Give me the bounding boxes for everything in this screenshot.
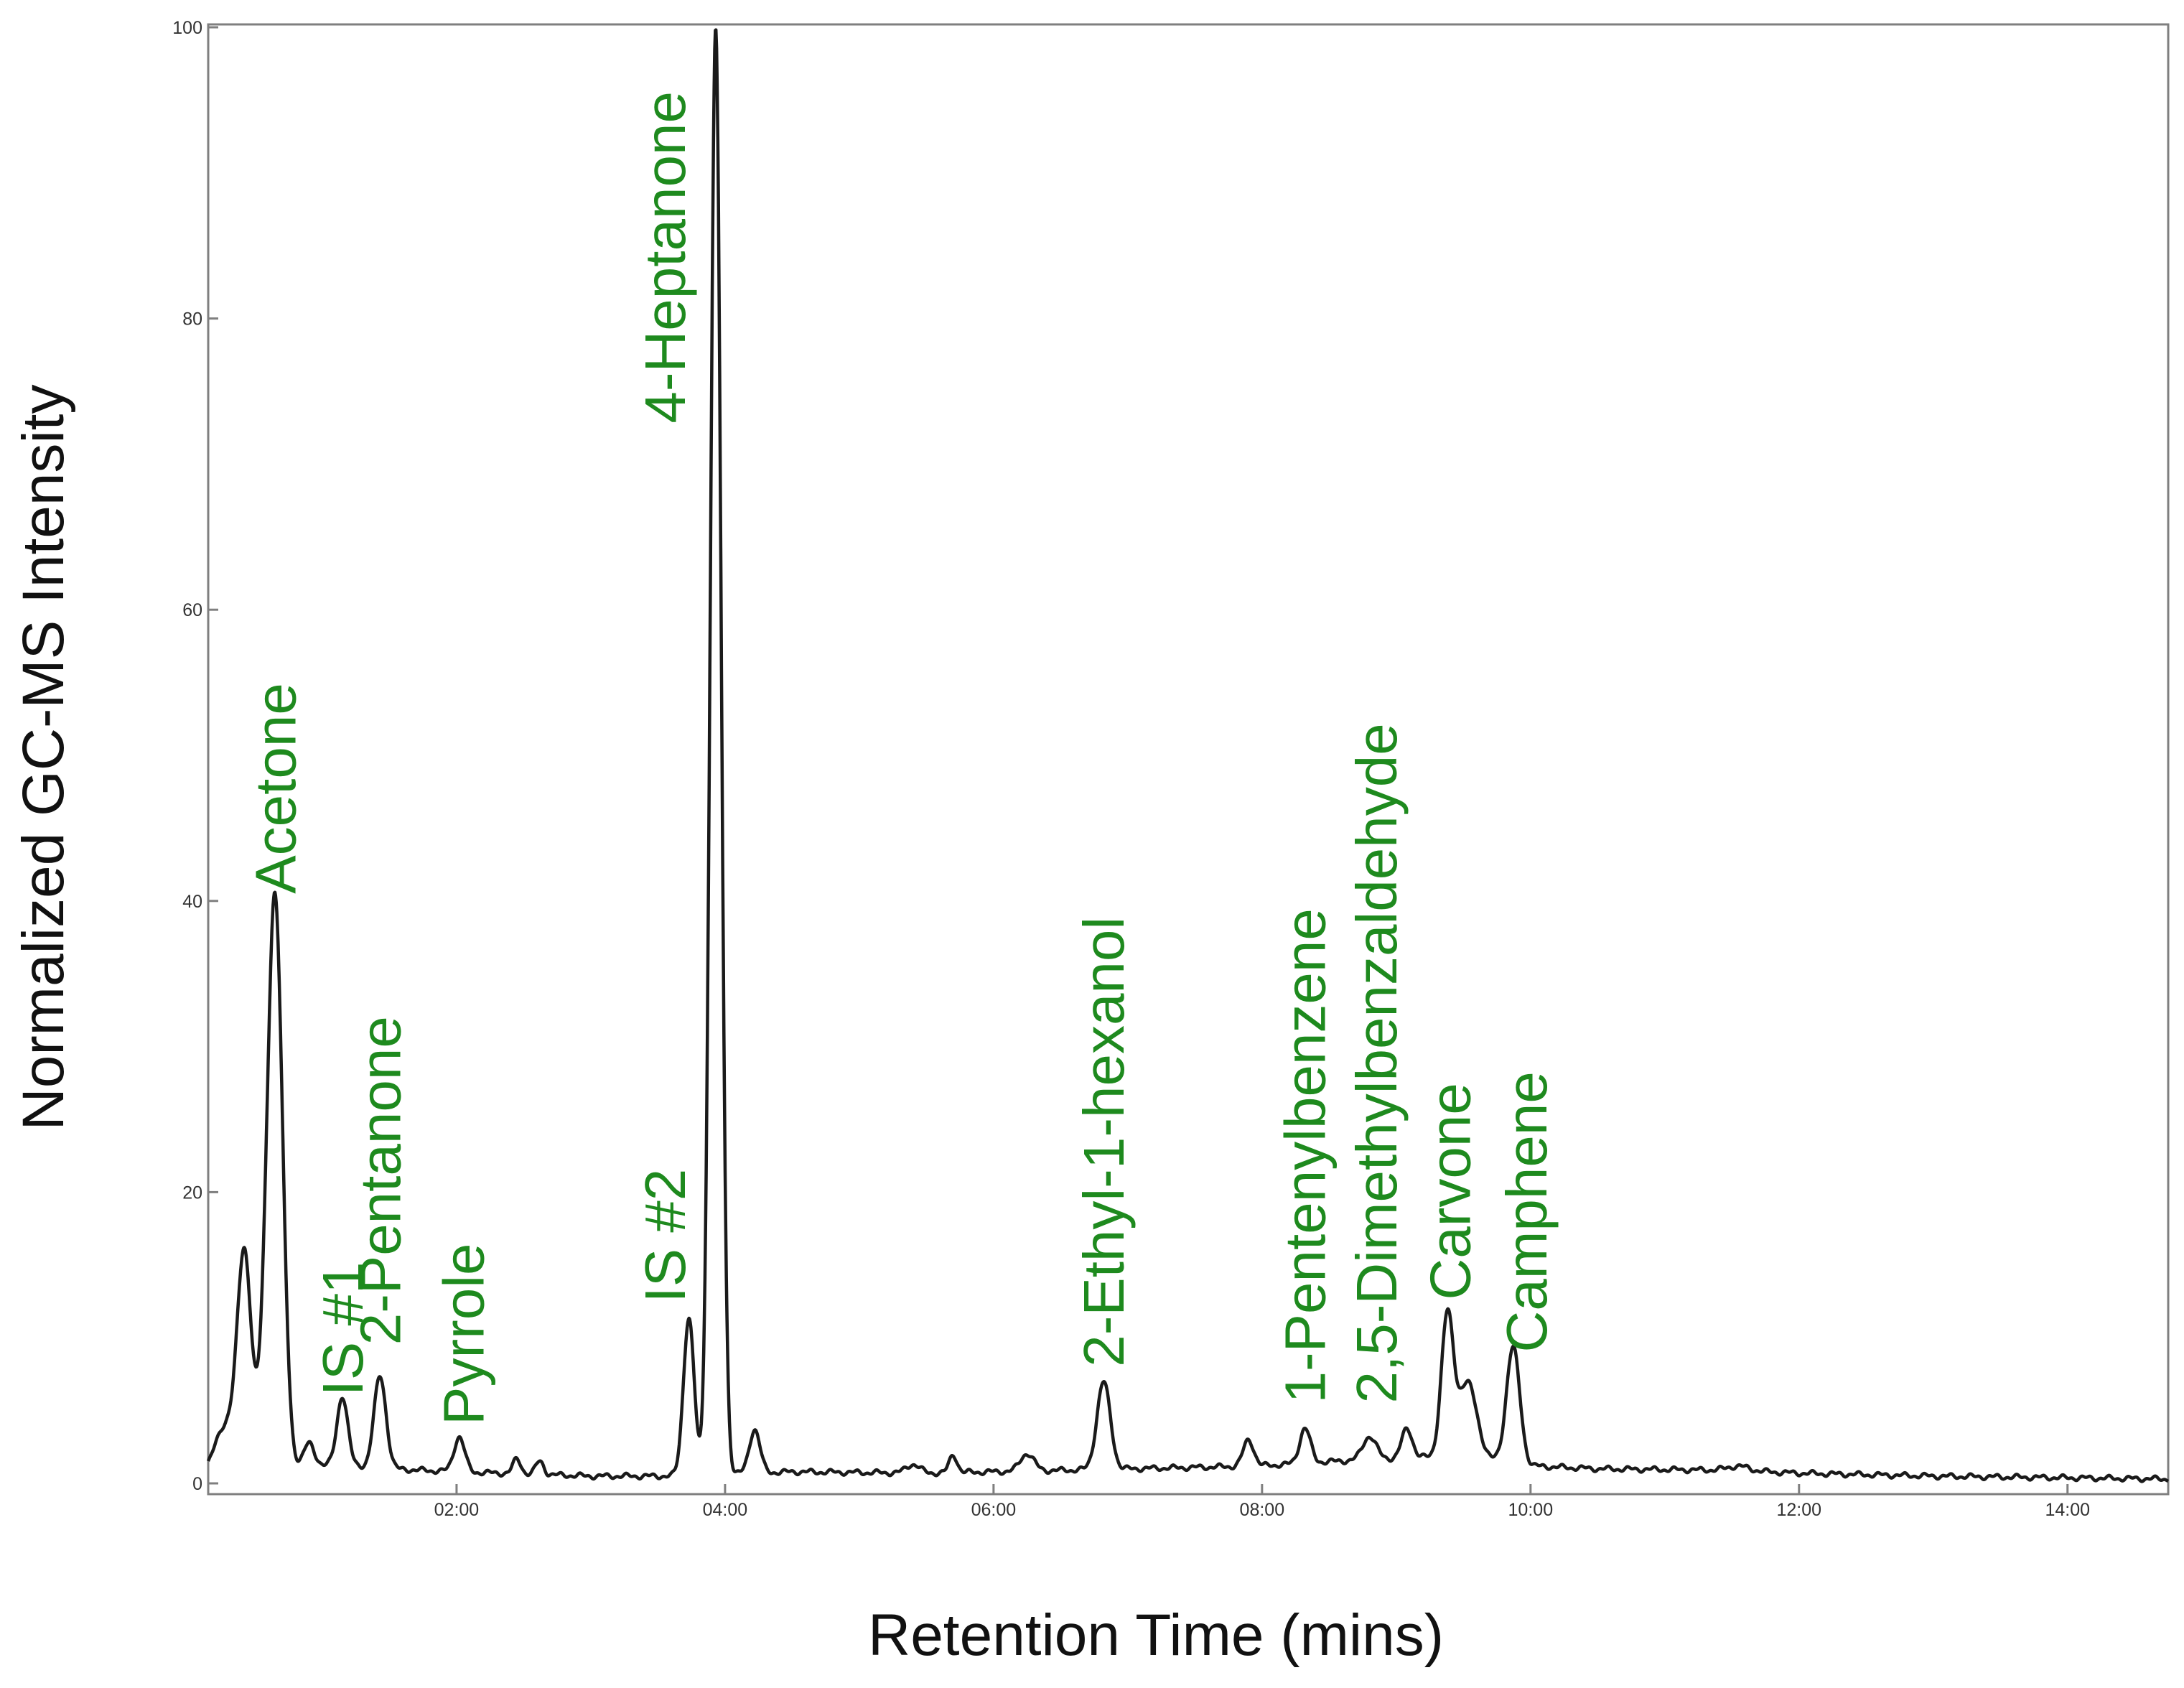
plot-area-frame <box>207 23 2170 1496</box>
x-tick-label: 10:00 <box>1508 1500 1554 1520</box>
x-tick-label: 14:00 <box>2045 1500 2090 1520</box>
peak-label: Acetone <box>244 683 308 894</box>
peak-label: 2,5-Dimethylbenzaldehyde <box>1345 723 1409 1403</box>
y-tick-label: 80 <box>182 309 202 330</box>
peak-label: Carvone <box>1419 1083 1483 1300</box>
x-tick-label: 02:00 <box>434 1500 480 1520</box>
peak-label: Camphene <box>1495 1071 1559 1352</box>
y-tick-label: 0 <box>192 1474 202 1494</box>
y-axis-title: Normalized GC-MS Intensity <box>11 385 76 1131</box>
x-tick-label: 06:00 <box>971 1500 1017 1520</box>
peak-label: IS #2 <box>633 1169 697 1303</box>
x-tick-label: 04:00 <box>703 1500 748 1520</box>
peak-label: IS #1 <box>311 1262 375 1396</box>
x-axis-title: Retention Time (mins) <box>868 1603 1444 1668</box>
chromatogram-trace <box>206 28 2170 1483</box>
x-tick-label: 08:00 <box>1240 1500 1285 1520</box>
peak-annotations: Acetone IS #12-Pentanone Pyrrole IS #2 4-Hep… <box>244 91 1559 1425</box>
peak-label: 2-Ethyl-1-hexanol <box>1072 917 1136 1367</box>
peak-label: 4-Heptanone <box>633 91 697 424</box>
y-tick-label: 40 <box>182 892 202 912</box>
y-tick-label: 100 <box>172 18 202 38</box>
peak-label: Pyrrole <box>431 1243 495 1424</box>
peak-label: 2-Pentanone <box>348 1016 412 1345</box>
x-tick-label: 12:00 <box>1777 1500 1822 1520</box>
peak-label: 1-Pentenylbenzene <box>1274 908 1338 1403</box>
y-axis-ticks: 0 20 40 60 80 100 <box>172 18 218 1494</box>
y-tick-label: 20 <box>182 1183 202 1203</box>
x-axis-ticks: 02:00 04:00 06:00 08:00 10:00 12:00 14:00 <box>434 1484 2090 1520</box>
y-tick-label: 60 <box>182 600 202 620</box>
